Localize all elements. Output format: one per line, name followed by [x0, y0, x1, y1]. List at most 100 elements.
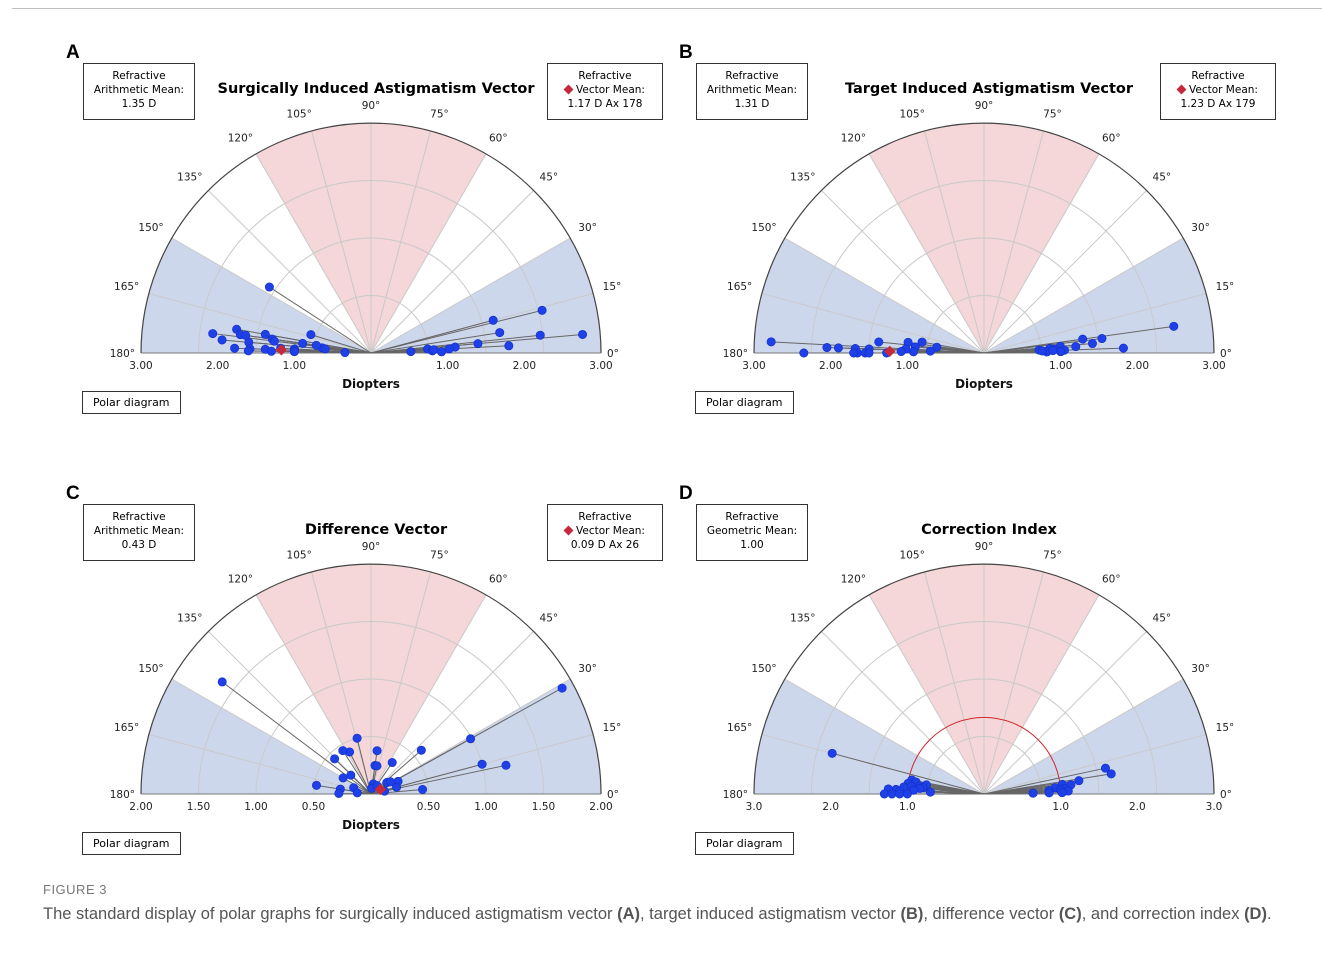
distance-tick-label: 1.00 [244, 801, 267, 813]
arithmetic-mean-box: Refractive Arithmetic Mean: 1.35 D [83, 63, 195, 120]
data-point [925, 787, 935, 797]
vector-line [269, 286, 372, 354]
panel-c: C Refractive Arithmetic Mean: 0.43 D Dif… [66, 483, 666, 903]
grid-spoke [171, 678, 372, 795]
data-point [864, 348, 874, 358]
data-point [849, 348, 859, 358]
data-point [346, 770, 356, 780]
grid-spoke [983, 631, 1147, 795]
data-point [330, 754, 340, 764]
angle-tick-label: 45° [540, 171, 559, 183]
caption-panel-ref: (B) [900, 905, 924, 923]
panel-a: A Refractive Arithmetic Mean: 1.35 D Sur… [66, 42, 666, 462]
data-point [827, 748, 837, 758]
distance-tick-label: 1.0 [899, 801, 916, 813]
distance-tick-label: 1.50 [532, 801, 555, 813]
data-point [822, 343, 832, 353]
blue-sector-right [984, 679, 1214, 794]
angle-tick-label: 75° [1043, 549, 1062, 561]
blue-sector-right [371, 679, 601, 794]
polar-diagram-button[interactable]: Polar diagram [82, 832, 181, 855]
data-point [535, 330, 545, 340]
data-point [504, 341, 514, 351]
blue-sector-right [984, 238, 1214, 353]
data-point [1087, 339, 1097, 349]
data-point [1074, 776, 1084, 786]
angle-tick-label: 75° [430, 549, 449, 561]
panel-label: C [66, 483, 80, 504]
angle-tick-label: 180° [110, 789, 135, 801]
distance-tick-label: 1.00 [283, 360, 306, 372]
data-point [437, 347, 447, 357]
data-point [887, 789, 897, 799]
box-line-text: Vector Mean: [576, 525, 645, 537]
data-point [537, 305, 547, 315]
vector-mean-box: Refractive Vector Mean: 1.23 D Ax 179 [1160, 63, 1276, 120]
box-line: Refractive [578, 70, 632, 82]
vector-line [832, 752, 985, 795]
distance-tick-label: 1.50 [187, 801, 210, 813]
box-line: Refractive [1191, 70, 1245, 82]
data-point [429, 345, 439, 355]
panel-label: B [679, 42, 693, 63]
angle-tick-label: 90° [362, 100, 381, 112]
data-point [874, 337, 884, 347]
angle-tick-label: 135° [177, 612, 202, 624]
vector-line [983, 767, 1106, 795]
panel-label: A [66, 42, 80, 63]
angle-tick-label: 180° [723, 789, 748, 801]
data-point [1169, 321, 1179, 331]
caption-fragment: , target induced astigmatism vector [640, 905, 901, 923]
polar-diagram-button[interactable]: Polar diagram [82, 391, 181, 414]
grid-spoke [370, 153, 487, 354]
polar-chart: 0° 15° 30° 45° 60° 75° 90° 105° 120° 135° 150° 165°… [723, 541, 1235, 813]
grid-spoke [868, 153, 985, 354]
polar-chart: 0° 15° 30° 45° 60° 75° 90° 105° 120° 135° 150° 165°… [723, 100, 1235, 391]
grid-spoke [983, 153, 1100, 354]
distance-tick-label: 2.00 [513, 360, 536, 372]
data-point [266, 346, 276, 356]
figure-caption: The standard display of polar graphs for… [43, 903, 1293, 926]
grid-spoke [148, 733, 372, 795]
box-line: Vector Mean: [1161, 83, 1275, 97]
distance-tick-label: 2.00 [589, 801, 612, 813]
data-point [833, 343, 843, 353]
box-line: Geometric Mean: [706, 525, 798, 537]
blue-sector-left [754, 679, 984, 794]
angle-tick-label: 75° [430, 108, 449, 120]
vector-line [342, 750, 372, 795]
data-point [217, 677, 227, 687]
polar-diagram-button[interactable]: Polar diagram [695, 391, 794, 414]
axis-title: Diopters [955, 377, 1013, 391]
angle-tick-label: 30° [578, 222, 597, 234]
caption-panel-ref: (A) [617, 905, 641, 923]
grid-spoke [923, 130, 985, 354]
grid-spoke [370, 631, 534, 795]
grid-spoke [983, 130, 1045, 354]
vector-mean-box: Refractive Vector Mean: 0.09 D Ax 26 [547, 504, 663, 561]
grid-spoke [370, 130, 432, 354]
polar-diagram-button[interactable]: Polar diagram [695, 832, 794, 855]
box-line: 1.17 D Ax 178 [567, 98, 643, 110]
box-line: Refractive [112, 70, 166, 82]
data-point [372, 761, 382, 771]
caption-panel-ref: (D) [1244, 905, 1267, 923]
distance-tick-label: 1.0 [1052, 801, 1069, 813]
data-point [298, 338, 308, 348]
data-point [243, 346, 253, 356]
angle-tick-label: 60° [1102, 133, 1121, 145]
grid-spoke [148, 292, 372, 354]
distance-tick-label: 3.0 [746, 801, 763, 813]
data-point [392, 782, 402, 792]
angle-tick-label: 15° [603, 281, 622, 293]
grid-spoke [370, 571, 432, 795]
box-line: Vector Mean: [548, 83, 662, 97]
distance-tick-label: 3.00 [1202, 360, 1225, 372]
arithmetic-mean-box: Refractive Arithmetic Mean: 0.43 D [83, 504, 195, 561]
outer-arc [140, 122, 602, 354]
data-point [264, 282, 274, 292]
angle-tick-label: 135° [790, 171, 815, 183]
box-line: 0.09 D Ax 26 [570, 539, 640, 551]
vector-mean-marker [275, 344, 288, 356]
grid-spoke [370, 237, 571, 354]
